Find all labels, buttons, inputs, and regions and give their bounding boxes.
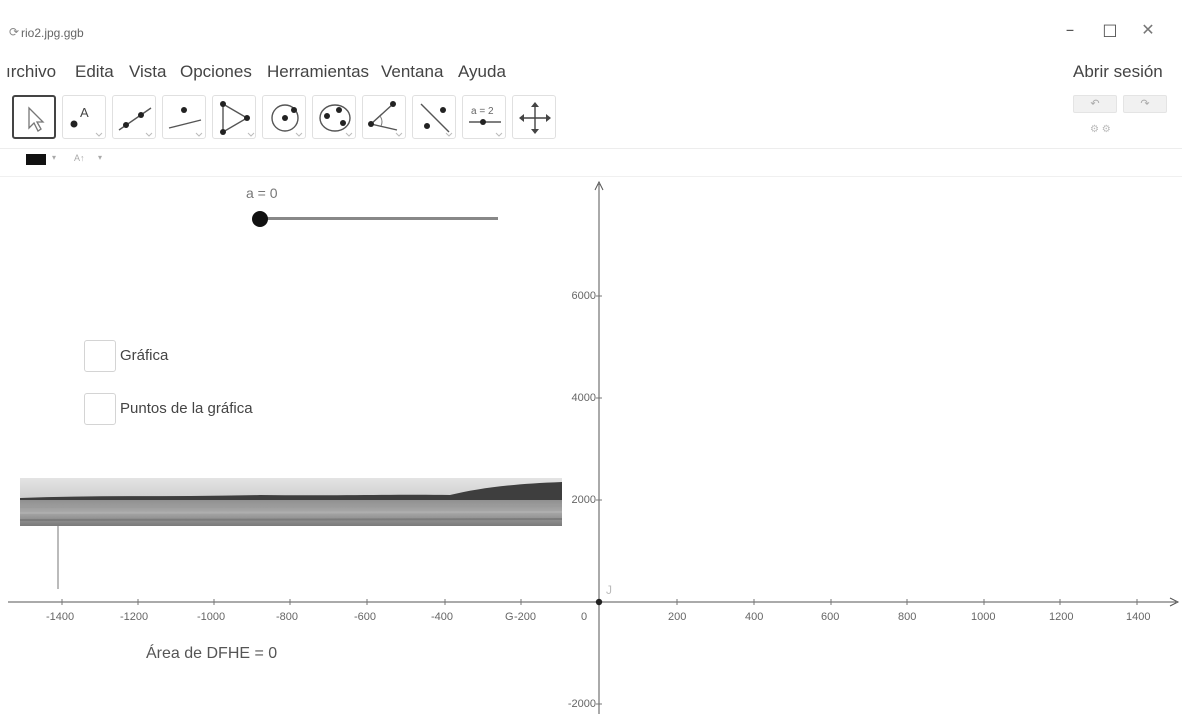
toolbar: A: [12, 95, 572, 147]
checkbox-puntos[interactable]: Puntos de la gráfica: [84, 393, 344, 425]
menu-ventana[interactable]: Ventana: [381, 62, 444, 81]
y-tick-label: -2000: [567, 698, 596, 710]
move-tool[interactable]: [12, 95, 56, 139]
spinner-icon: ⟳: [9, 25, 20, 39]
x-tick-label: 600: [821, 611, 840, 623]
x-tick-label: 200: [668, 611, 687, 623]
menu-ayuda[interactable]: Ayuda: [458, 62, 506, 81]
x-tick-label-prefix: G: [505, 611, 514, 623]
menu-vista[interactable]: Vista: [129, 62, 167, 81]
slider-label: a = 0: [246, 185, 278, 201]
text-style-button[interactable]: A↑: [74, 153, 85, 163]
x-tick-label: -400: [431, 611, 454, 623]
slider-tool-label: a = 2: [471, 106, 494, 117]
area-label: Área de DFHE = 0: [146, 645, 278, 662]
minimize-button[interactable]: –: [1065, 20, 1075, 40]
undo-redo-group: ↶ ↷: [1073, 95, 1173, 115]
x-tick-marks: [61, 599, 1138, 605]
undo-button[interactable]: ↶: [1073, 95, 1117, 113]
x-tick-label: -1200: [120, 611, 149, 623]
menu-edita[interactable]: Edita: [75, 62, 114, 81]
redo-button[interactable]: ↷: [1123, 95, 1167, 113]
menu-opciones[interactable]: Opciones: [180, 62, 252, 81]
origin-label: J: [606, 583, 612, 597]
slider-track[interactable]: [260, 217, 498, 220]
y-tick-label: 2000: [571, 494, 596, 506]
river-photo[interactable]: [20, 478, 562, 526]
x-axis-arrow: [1169, 597, 1180, 607]
point-tool-label: A: [80, 105, 89, 120]
toolbar-divider: [0, 148, 1182, 149]
perpendicular-icon: [168, 107, 203, 137]
slider-tool[interactable]: a = 2: [462, 95, 506, 139]
x-tick-label: 1400: [1126, 611, 1151, 623]
slider-knob[interactable]: [252, 211, 268, 227]
checkbox-label[interactable]: Puntos de la gráfica: [120, 400, 253, 417]
style-bar: ▾ A↑ ▾: [26, 152, 146, 168]
origin-point[interactable]: [595, 598, 603, 606]
conic-tool[interactable]: [312, 95, 356, 139]
menu-herramientas[interactable]: Herramientas: [267, 62, 370, 81]
y-tick-marks: [596, 295, 602, 705]
maximize-button[interactable]: ☐: [1102, 22, 1118, 42]
y-axis-arrow: [594, 180, 604, 191]
menu-bar: ırchivo Edita Vista Opciones Herramienta…: [0, 60, 1182, 84]
angle-tool[interactable]: [362, 95, 406, 139]
circle-tool[interactable]: [262, 95, 306, 139]
x-tick-label: -1000: [197, 611, 226, 623]
chevron-down-icon[interactable]: ▾: [52, 153, 57, 162]
checkbox-label[interactable]: Gráfica: [120, 347, 169, 364]
polygon-tool[interactable]: [212, 95, 256, 139]
conic-icon: [319, 104, 353, 137]
line-tool[interactable]: [112, 95, 156, 139]
color-swatch[interactable]: [26, 154, 46, 165]
window-title: rio2.jpg.ggb: [21, 26, 84, 40]
x-tick-label: -1400: [46, 611, 75, 623]
polygon-icon: [220, 101, 255, 137]
circle-icon: [271, 104, 303, 137]
menu-archivo[interactable]: ırchivo: [6, 62, 57, 81]
x-tick-label: 400: [745, 611, 764, 623]
move-view-icon: [519, 102, 551, 134]
x-tick-label: 0: [581, 611, 588, 623]
pointer-icon: [28, 106, 45, 132]
title-bar: ⟳ rio2.jpg.ggb – ☐ ✕: [0, 0, 1182, 52]
reflect-icon: [420, 103, 453, 137]
angle-icon: [368, 101, 403, 137]
close-button[interactable]: ✕: [1141, 20, 1155, 39]
x-tick-label: -600: [354, 611, 377, 623]
perpendicular-tool[interactable]: [162, 95, 206, 139]
y-tick-label: 4000: [571, 392, 596, 404]
move-view-tool[interactable]: [512, 95, 556, 139]
settings-icon[interactable]: ⚙ ⚙: [1090, 124, 1111, 135]
x-tick-label: -800: [276, 611, 299, 623]
slider-icon: a = 2: [469, 106, 503, 137]
slider-a[interactable]: [250, 211, 500, 227]
login-link[interactable]: Abrir sesión: [1073, 62, 1163, 81]
x-tick-label: -200: [514, 611, 537, 623]
point-icon: A: [70, 105, 103, 137]
y-tick-label: 6000: [571, 290, 596, 302]
checkbox-box[interactable]: [84, 340, 116, 372]
graphics-divider: [0, 176, 1182, 177]
checkbox-box[interactable]: [84, 393, 116, 425]
line-icon: [118, 107, 153, 137]
chevron-down-icon[interactable]: ▾: [98, 153, 103, 162]
checkbox-grafica[interactable]: Gráfica: [84, 340, 344, 372]
x-tick-label: 1000: [971, 611, 996, 623]
point-tool[interactable]: A: [62, 95, 106, 139]
reflect-tool[interactable]: [412, 95, 456, 139]
x-tick-label: 800: [898, 611, 917, 623]
x-tick-label: 1200: [1049, 611, 1074, 623]
